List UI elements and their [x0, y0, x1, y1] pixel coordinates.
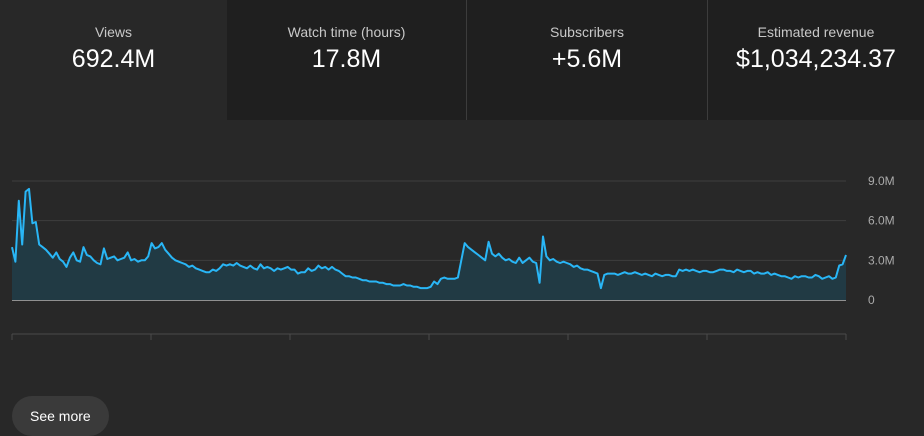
tab-watch-time-value: 17.8M — [311, 45, 382, 73]
tab-watch-time-label: Watch time (hours) — [287, 24, 406, 40]
views-chart-svg: 9.0M 6.0M 3.0M 0 — [11, 174, 895, 340]
chart-line — [11, 187, 847, 290]
tab-views[interactable]: Views 692.4M — [0, 0, 227, 120]
y-tick-label: 9.0M — [868, 174, 895, 188]
tab-revenue-label: Estimated revenue — [757, 24, 875, 40]
chart-area — [12, 188, 846, 300]
see-more-button[interactable]: See more — [12, 396, 109, 436]
tab-subscribers-label: Subscribers — [550, 24, 624, 40]
tab-subscribers[interactable]: Subscribers +5.6M — [466, 0, 707, 120]
tab-views-label: Views — [94, 24, 133, 40]
tab-views-value: 692.4M — [71, 45, 156, 73]
metric-tabs: Views 692.4M Watch time (hours) 17.8M Su… — [0, 0, 924, 120]
tab-watch-time[interactable]: Watch time (hours) 17.8M — [227, 0, 466, 120]
y-tick-label: 0 — [868, 293, 875, 307]
tab-revenue-value: $1,034,234.37 — [736, 45, 896, 73]
views-chart: 9.0M 6.0M 3.0M 0 — [0, 120, 924, 360]
tab-subscribers-value: +5.6M — [551, 45, 623, 73]
tab-revenue[interactable]: Estimated revenue $1,034,234.37 — [707, 0, 924, 120]
y-tick-label: 3.0M — [868, 253, 895, 267]
y-tick-label: 6.0M — [868, 214, 895, 228]
